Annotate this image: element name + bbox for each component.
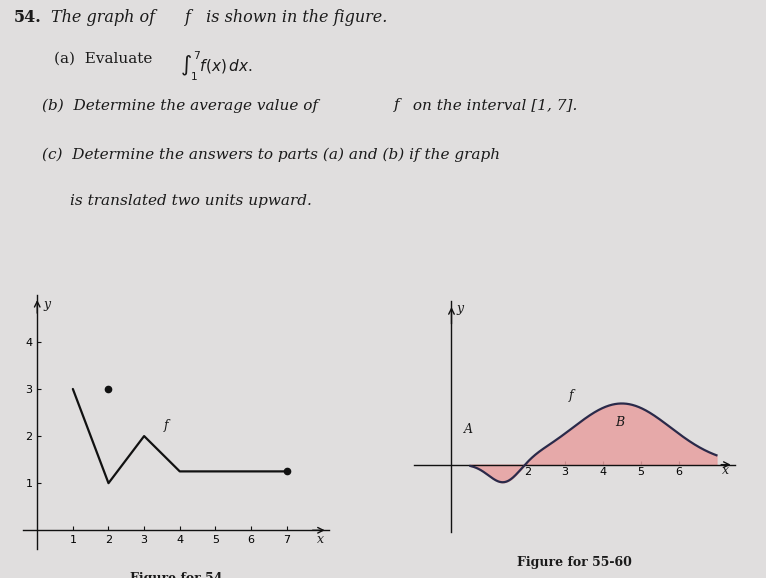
Text: x: x (722, 464, 729, 477)
Text: f: f (185, 9, 191, 25)
Text: (c)  Determine the answers to parts (a) and (b) if the graph: (c) Determine the answers to parts (a) a… (42, 147, 500, 162)
Text: is translated two units upward.: is translated two units upward. (70, 194, 312, 208)
Text: $\int_1^7 f(x)\,dx$.: $\int_1^7 f(x)\,dx$. (179, 49, 253, 83)
Text: is shown in the figure.: is shown in the figure. (201, 9, 388, 25)
Text: f: f (164, 419, 169, 432)
Text: B: B (615, 416, 624, 429)
Text: x: x (317, 533, 324, 546)
Text: A: A (464, 423, 473, 436)
Text: (b)  Determine the average value of: (b) Determine the average value of (42, 98, 322, 113)
Text: y: y (456, 302, 463, 315)
Text: (a)  Evaluate: (a) Evaluate (54, 52, 157, 66)
Text: 54.: 54. (13, 9, 41, 25)
Text: y: y (44, 298, 51, 311)
Text: on the interval [1, 7].: on the interval [1, 7]. (408, 98, 577, 112)
Text: Figure for 55-60: Figure for 55-60 (517, 557, 632, 569)
Text: f: f (568, 389, 573, 402)
Text: Figure for 54: Figure for 54 (130, 572, 222, 578)
Text: f: f (394, 98, 400, 112)
Text: The graph of: The graph of (51, 9, 160, 25)
